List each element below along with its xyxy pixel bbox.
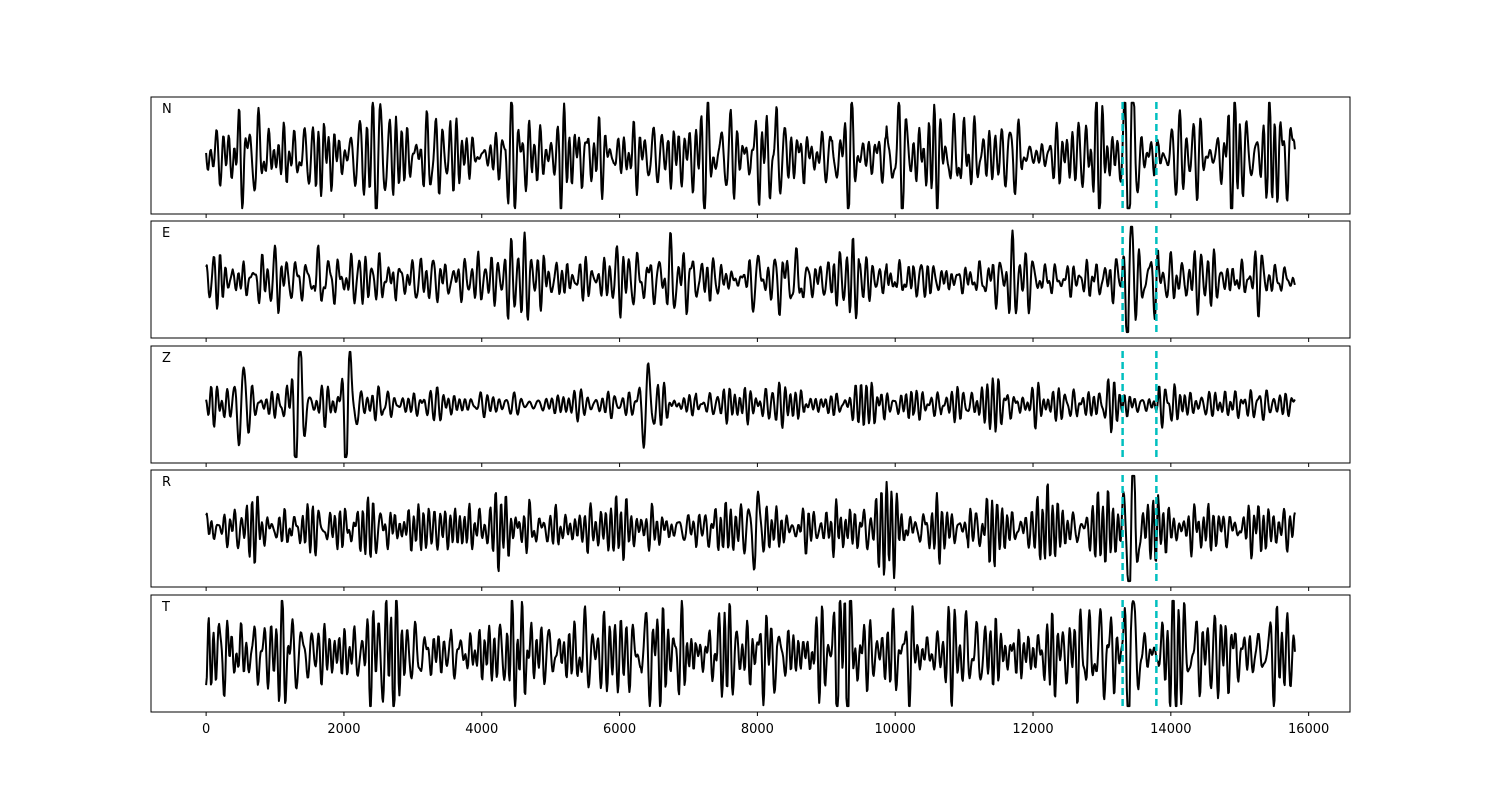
x-tick-label: 6000 xyxy=(603,722,636,737)
trace-line xyxy=(205,474,1296,583)
panel-label: N xyxy=(162,102,172,117)
x-tick-label: 10000 xyxy=(875,722,916,737)
x-tick-label: 8000 xyxy=(741,722,774,737)
trace-line xyxy=(205,101,1296,210)
panel-r: R xyxy=(150,469,1351,591)
panel-label: Z xyxy=(162,351,171,366)
panel-t: T xyxy=(150,594,1351,716)
trace-line xyxy=(205,350,1296,459)
panel-e: E xyxy=(150,220,1351,342)
x-tick-label: 12000 xyxy=(1012,722,1053,737)
x-tick-label: 2000 xyxy=(327,722,360,737)
x-tick-label: 16000 xyxy=(1288,722,1329,737)
panel-label: E xyxy=(162,226,170,241)
x-tick-label: 4000 xyxy=(465,722,498,737)
panel-label: R xyxy=(162,475,171,490)
x-tick-label: 0 xyxy=(202,722,210,737)
panel-z: Z xyxy=(150,345,1351,467)
panel-label: T xyxy=(161,600,170,615)
trace-line xyxy=(205,599,1296,708)
x-tick-label: 14000 xyxy=(1150,722,1191,737)
x-axis: 0 2000 4000 6000 8000 10000 12000 14000 16000 xyxy=(202,722,1329,737)
panels-layer: N E Z R T xyxy=(150,96,1351,716)
panel-n: N xyxy=(150,96,1351,218)
trace-line xyxy=(205,225,1296,334)
